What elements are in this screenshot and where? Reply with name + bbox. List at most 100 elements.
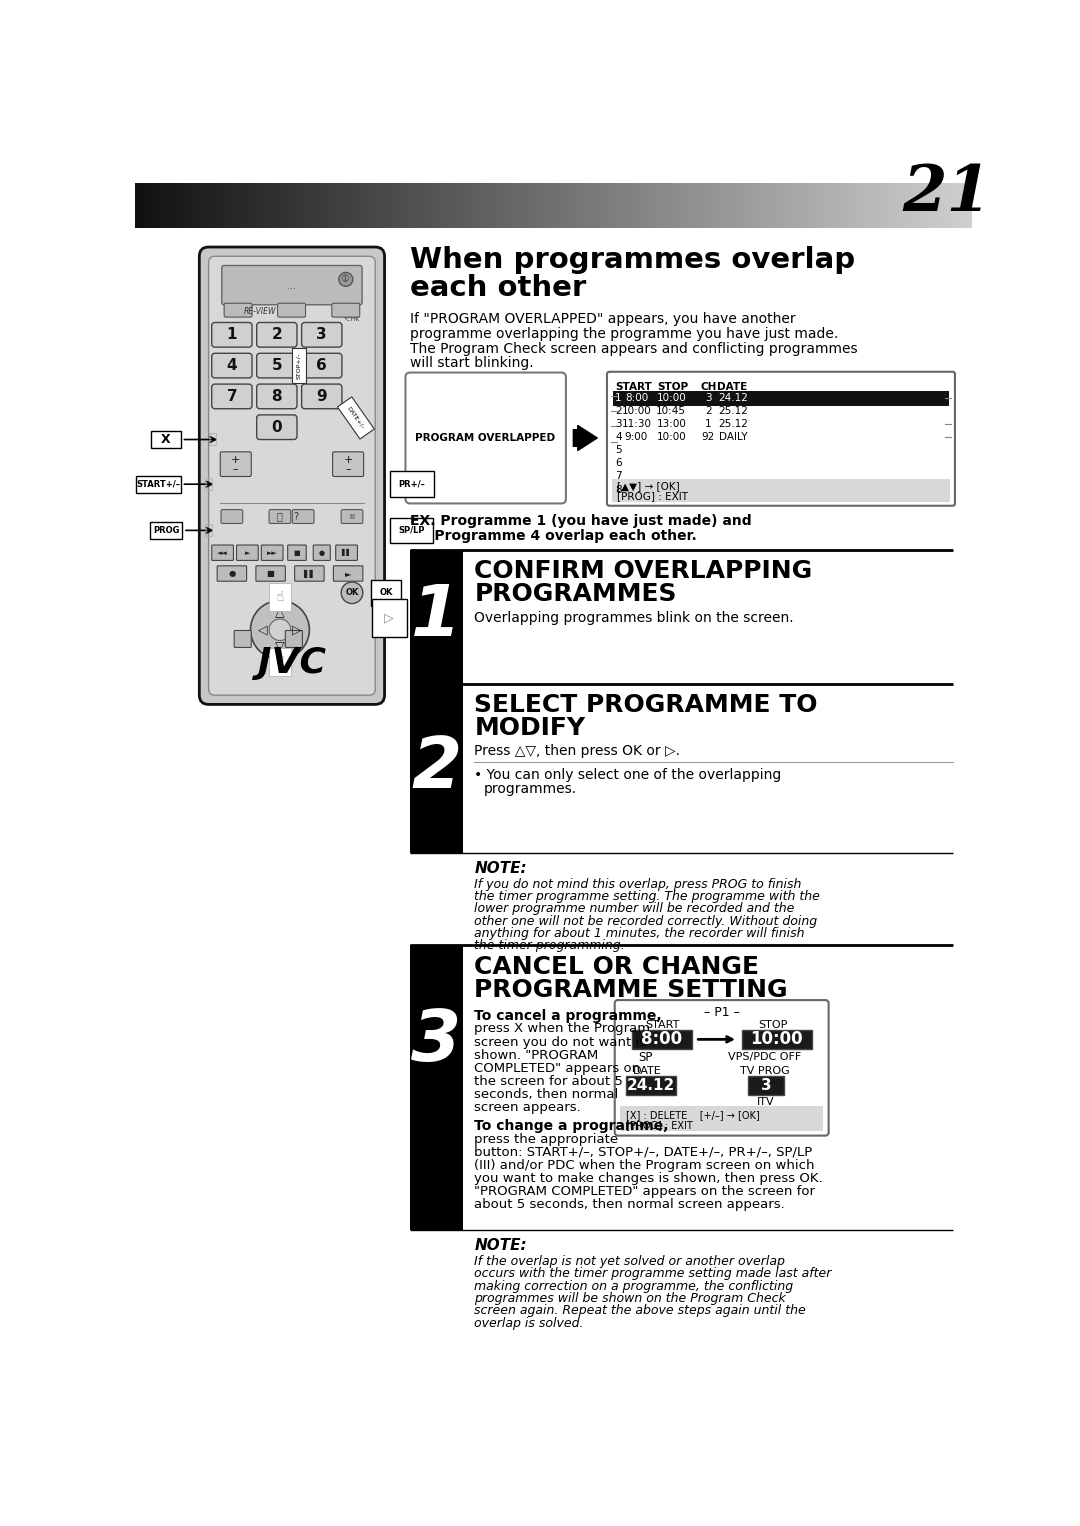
Text: MODIFY: MODIFY [474, 716, 585, 740]
FancyBboxPatch shape [292, 348, 306, 383]
Bar [410, 549, 463, 684]
Text: When programmes overlap: When programmes overlap [410, 246, 855, 275]
Circle shape [339, 273, 353, 287]
Text: 2: 2 [411, 734, 461, 803]
Text: Overlapping programmes blink on the screen.: Overlapping programmes blink on the scre… [474, 612, 794, 626]
FancyBboxPatch shape [212, 385, 252, 409]
Text: the screen for about 5: the screen for about 5 [474, 1074, 623, 1088]
FancyBboxPatch shape [212, 322, 252, 346]
Text: 10:00: 10:00 [657, 432, 686, 443]
Text: other one will not be recorded correctly. Without doing: other one will not be recorded correctly… [474, 914, 818, 928]
Text: ➀: ➀ [342, 275, 349, 284]
Text: 24.12: 24.12 [718, 394, 748, 403]
Text: STOP: STOP [758, 1019, 787, 1030]
Text: NOTE:: NOTE: [474, 861, 527, 876]
Circle shape [269, 620, 291, 641]
Text: 1: 1 [411, 581, 461, 652]
FancyBboxPatch shape [136, 476, 180, 493]
Text: about 5 seconds, then normal screen appears.: about 5 seconds, then normal screen appe… [474, 1198, 785, 1212]
Text: [X] : DELETE    [+/–] → [OK]: [X] : DELETE [+/–] → [OK] [625, 1109, 759, 1120]
FancyBboxPatch shape [212, 545, 233, 560]
Text: 2: 2 [705, 406, 712, 417]
Text: △: △ [275, 606, 285, 620]
Text: – P1 –: – P1 – [704, 1006, 740, 1019]
Text: programmes.: programmes. [484, 783, 577, 797]
Text: 5: 5 [616, 446, 622, 455]
FancyBboxPatch shape [220, 452, 252, 476]
Text: programme overlapping the programme you have just made.: programme overlapping the programme you … [410, 327, 838, 342]
Text: 13:00: 13:00 [657, 420, 686, 429]
Text: The Program Check screen appears and conflicting programmes: The Program Check screen appears and con… [410, 342, 858, 356]
Text: ●: ● [319, 549, 325, 555]
Text: ▷: ▷ [293, 623, 301, 636]
Text: button: START+/–, STOP+/–, DATE+/–, PR+/–, SP/LP: button: START+/–, STOP+/–, DATE+/–, PR+/… [474, 1146, 813, 1158]
FancyBboxPatch shape [334, 566, 363, 581]
Text: programmes will be shown on the Program Check: programmes will be shown on the Program … [474, 1293, 786, 1305]
Text: occurs with the timer programme setting made last after: occurs with the timer programme setting … [474, 1267, 832, 1280]
Bar [611, 479, 950, 502]
Text: DATE: DATE [717, 382, 747, 392]
Text: EX. Programme 1 (you have just made) and: EX. Programme 1 (you have just made) and [410, 514, 752, 528]
Text: 👈: 👈 [204, 523, 213, 537]
Bar [748, 1076, 784, 1094]
Text: 1: 1 [705, 420, 712, 429]
Text: DAILY: DAILY [719, 432, 747, 443]
Text: seconds, then normal: seconds, then normal [474, 1088, 619, 1100]
FancyBboxPatch shape [217, 566, 246, 581]
Text: 25.12: 25.12 [718, 420, 748, 429]
Text: ●: ● [228, 569, 235, 578]
Text: screen appears.: screen appears. [474, 1100, 581, 1114]
Text: SELECT PROGRAMME TO: SELECT PROGRAMME TO [474, 693, 818, 717]
Text: the timer programme setting. The programme with the: the timer programme setting. The program… [474, 890, 821, 903]
Text: 8: 8 [616, 485, 622, 494]
Text: CONFIRM OVERLAPPING: CONFIRM OVERLAPPING [474, 559, 813, 583]
Text: ◄◄: ◄◄ [217, 549, 228, 555]
Text: • You can only select one of the overlapping: • You can only select one of the overlap… [474, 768, 782, 783]
Text: CANCEL OR CHANGE: CANCEL OR CHANGE [474, 955, 759, 978]
FancyBboxPatch shape [285, 630, 302, 647]
FancyBboxPatch shape [151, 430, 180, 449]
Text: OK: OK [379, 588, 392, 597]
Text: 24.12: 24.12 [626, 1077, 675, 1093]
Text: PR+/–: PR+/– [399, 479, 426, 488]
Text: 2: 2 [616, 406, 622, 417]
Text: [▲▼] → [OK]: [▲▼] → [OK] [617, 482, 679, 491]
FancyBboxPatch shape [295, 566, 324, 581]
FancyBboxPatch shape [256, 566, 285, 581]
FancyBboxPatch shape [257, 385, 297, 409]
Text: Press △▽, then press OK or ▷.: Press △▽, then press OK or ▷. [474, 743, 680, 758]
Text: lower programme number will be recorded and the: lower programme number will be recorded … [474, 902, 795, 916]
Text: ■: ■ [267, 569, 274, 578]
Text: 10:00: 10:00 [657, 394, 686, 403]
Text: screen again. Repeat the above steps again until the: screen again. Repeat the above steps aga… [474, 1305, 806, 1317]
Text: 10:45: 10:45 [657, 406, 686, 417]
Text: ◁: ◁ [258, 623, 268, 636]
FancyBboxPatch shape [615, 1000, 828, 1135]
Text: To change a programme,: To change a programme, [474, 1119, 669, 1132]
FancyBboxPatch shape [301, 354, 342, 378]
Text: VPS/PDC OFF: VPS/PDC OFF [728, 1051, 801, 1062]
Text: PROG: PROG [152, 526, 179, 536]
Text: TV PROG: TV PROG [740, 1067, 789, 1076]
FancyBboxPatch shape [208, 256, 375, 696]
Text: ▽: ▽ [275, 641, 285, 653]
Text: 8: 8 [271, 389, 282, 404]
Text: SP/LP: SP/LP [399, 526, 426, 536]
FancyBboxPatch shape [221, 266, 362, 305]
Text: shown. "PROGRAM: shown. "PROGRAM [474, 1048, 598, 1062]
FancyBboxPatch shape [336, 545, 357, 560]
Text: making correction on a programme, the conflicting: making correction on a programme, the co… [474, 1280, 794, 1293]
Text: ■: ■ [294, 549, 300, 555]
FancyBboxPatch shape [234, 630, 252, 647]
Text: ▌▌: ▌▌ [341, 549, 352, 557]
Text: the timer programming.: the timer programming. [474, 940, 625, 952]
Text: PROGRAMMES: PROGRAMMES [474, 581, 677, 606]
Text: 92: 92 [702, 432, 715, 443]
Text: 10:00: 10:00 [622, 406, 651, 417]
Text: If "PROGRAM OVERLAPPED" appears, you have another: If "PROGRAM OVERLAPPED" appears, you hav… [410, 313, 796, 327]
Text: 6: 6 [616, 458, 622, 468]
Bar [625, 1076, 676, 1094]
Text: ►: ► [245, 549, 251, 555]
Text: 11:30: 11:30 [621, 420, 651, 429]
Text: SP: SP [638, 1050, 652, 1064]
